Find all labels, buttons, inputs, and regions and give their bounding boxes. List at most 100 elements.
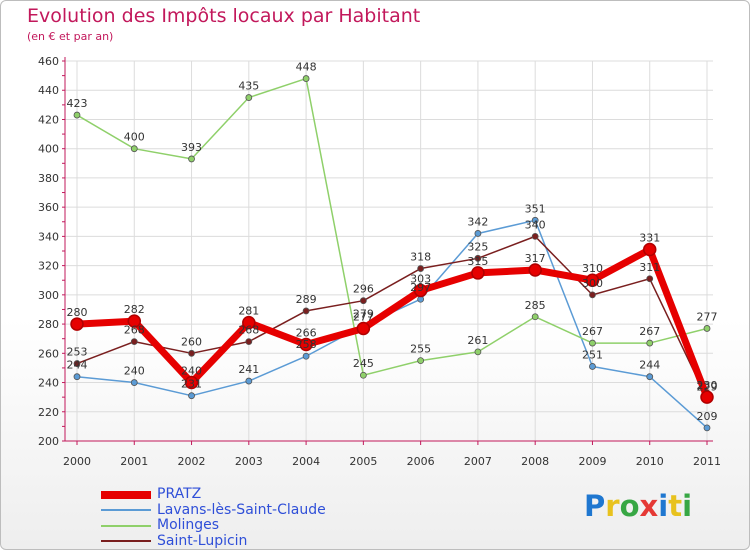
data-point	[130, 145, 138, 153]
logo-letter: i	[682, 489, 693, 523]
data-label: 258	[296, 338, 317, 351]
x-tick-label: 2009	[578, 455, 606, 468]
x-tick-label: 2000	[63, 455, 91, 468]
data-point	[417, 357, 425, 365]
data-point	[130, 379, 138, 386]
data-point	[528, 263, 542, 277]
data-label: 331	[639, 232, 660, 245]
data-point	[245, 377, 253, 385]
data-point	[188, 349, 195, 357]
data-label: 261	[467, 334, 488, 347]
legend-swatch	[101, 524, 151, 527]
data-point	[589, 291, 596, 299]
data-label: 393	[181, 141, 202, 154]
data-label: 342	[467, 215, 488, 228]
data-point	[417, 265, 425, 272]
data-label: 268	[124, 324, 145, 337]
logo-letter: r	[605, 489, 620, 523]
data-label: 240	[124, 365, 145, 378]
data-label: 277	[353, 310, 374, 323]
logo-letter: o	[619, 489, 640, 523]
x-tick-label: 2011	[693, 455, 721, 468]
data-label: 282	[124, 303, 145, 316]
legend-label: PRATZ	[157, 486, 202, 502]
data-point	[700, 390, 714, 404]
y-tick-label: 220	[38, 406, 59, 419]
legend-label: Saint-Lupicin	[157, 532, 248, 549]
y-tick-label: 340	[38, 230, 59, 243]
data-label: 340	[525, 218, 546, 231]
legend-swatch	[101, 490, 151, 499]
data-label: 318	[410, 251, 431, 264]
x-tick-label: 2002	[178, 455, 206, 468]
data-label: 280	[67, 306, 88, 319]
data-point	[642, 242, 657, 257]
data-point	[73, 373, 81, 381]
y-tick-label: 420	[38, 113, 59, 126]
x-tick-label: 2010	[636, 455, 664, 468]
legend-swatch	[101, 540, 151, 543]
x-tick-label: 2004	[292, 455, 320, 468]
proxiti-logo: Proxiti	[584, 489, 692, 523]
data-label: 423	[67, 97, 88, 110]
y-tick-label: 320	[38, 260, 59, 273]
x-tick-label: 2006	[407, 455, 435, 468]
data-label: 251	[582, 348, 603, 361]
y-tick-label: 280	[38, 318, 59, 331]
data-point	[646, 275, 654, 283]
data-label: 267	[582, 325, 603, 338]
data-point	[474, 348, 482, 356]
data-point	[70, 317, 84, 331]
data-label: 267	[639, 325, 660, 338]
y-tick-label: 440	[38, 84, 59, 97]
chart-legend: PRATZ Lavans-lès-Saint-Claude Molinges Sain…	[101, 486, 326, 550]
data-point	[245, 94, 253, 101]
logo-letter: i	[658, 489, 669, 523]
data-point	[302, 307, 310, 315]
data-point	[585, 273, 600, 287]
data-point	[127, 314, 142, 328]
series-line	[76, 235, 708, 400]
data-label: 303	[410, 272, 431, 285]
x-tick-label: 2001	[120, 455, 148, 468]
data-label: 448	[296, 61, 317, 74]
data-label: 268	[238, 324, 259, 337]
data-point	[413, 283, 428, 298]
data-label: 241	[238, 363, 259, 376]
legend-item: Molinges	[101, 517, 326, 534]
y-tick-label: 360	[38, 201, 59, 214]
data-label: 244	[639, 359, 660, 372]
legend-label: Molinges	[157, 517, 220, 533]
data-label: 260	[181, 335, 202, 348]
legend-label: Lavans-lès-Saint-Claude	[157, 501, 326, 518]
data-point	[474, 230, 482, 237]
data-label: 245	[353, 357, 374, 370]
data-point	[646, 339, 654, 347]
data-label: 230	[697, 379, 718, 392]
data-point	[589, 339, 596, 347]
legend-item: Saint-Lupicin	[101, 532, 326, 550]
x-tick-label: 2003	[235, 455, 263, 468]
data-point	[356, 321, 371, 336]
y-tick-label: 260	[38, 347, 59, 360]
logo-letter: P	[584, 489, 606, 523]
data-label: 209	[697, 410, 718, 423]
data-label: 435	[238, 80, 259, 93]
data-label: 281	[238, 305, 259, 318]
data-point	[703, 325, 711, 332]
data-label: 255	[410, 343, 431, 356]
data-label: 244	[67, 359, 88, 372]
logo-letter: t	[668, 489, 683, 523]
data-label: 296	[353, 283, 374, 296]
data-point	[359, 371, 367, 379]
data-point	[474, 254, 482, 262]
data-label: 315	[467, 255, 488, 268]
data-point	[359, 297, 367, 305]
data-point	[646, 373, 654, 381]
logo-letter: x	[639, 489, 659, 523]
data-label: 351	[525, 202, 546, 215]
data-label: 266	[296, 327, 317, 340]
legend-item: Lavans-lès-Saint-Claude	[101, 501, 326, 519]
